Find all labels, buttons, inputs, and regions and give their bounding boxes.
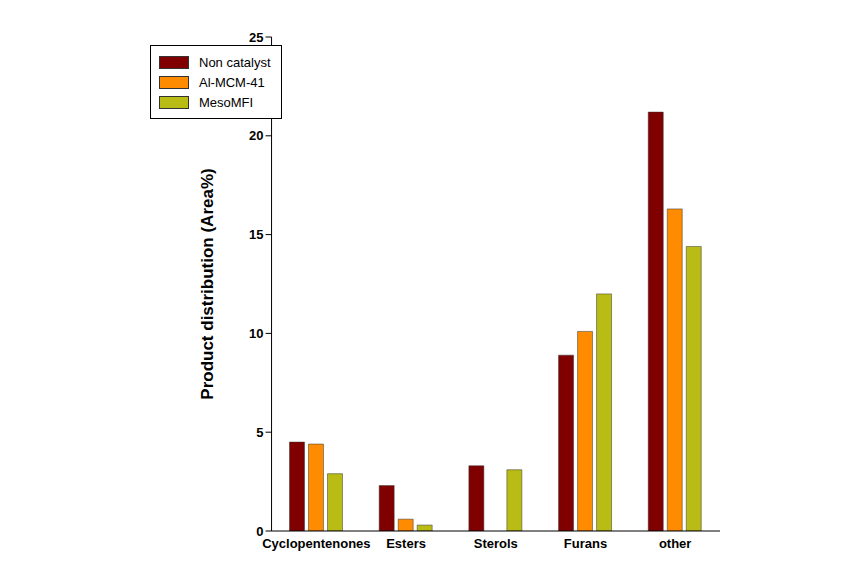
svg-text:Sterols: Sterols bbox=[474, 536, 518, 551]
svg-text:Furans: Furans bbox=[564, 536, 607, 551]
svg-text:0: 0 bbox=[256, 524, 263, 539]
svg-text:15: 15 bbox=[249, 227, 263, 242]
html-text:Non catalyst: Non catalyst bbox=[199, 54, 271, 70]
svg-text:20: 20 bbox=[249, 128, 263, 143]
svg-text:Cyclopentenones: Cyclopentenones bbox=[262, 536, 370, 551]
svg-text:25: 25 bbox=[249, 30, 263, 45]
svg-text:10: 10 bbox=[249, 326, 263, 341]
html-text:Al-MCM-41: Al-MCM-41 bbox=[199, 74, 265, 90]
svg-text:other: other bbox=[659, 536, 692, 551]
svg-text:5: 5 bbox=[256, 425, 263, 440]
svg-text:Product distribution (Area%): Product distribution (Area%) bbox=[198, 168, 217, 399]
svg-text:Esters: Esters bbox=[386, 536, 426, 551]
html-text:MesoMFI: MesoMFI bbox=[199, 94, 254, 110]
